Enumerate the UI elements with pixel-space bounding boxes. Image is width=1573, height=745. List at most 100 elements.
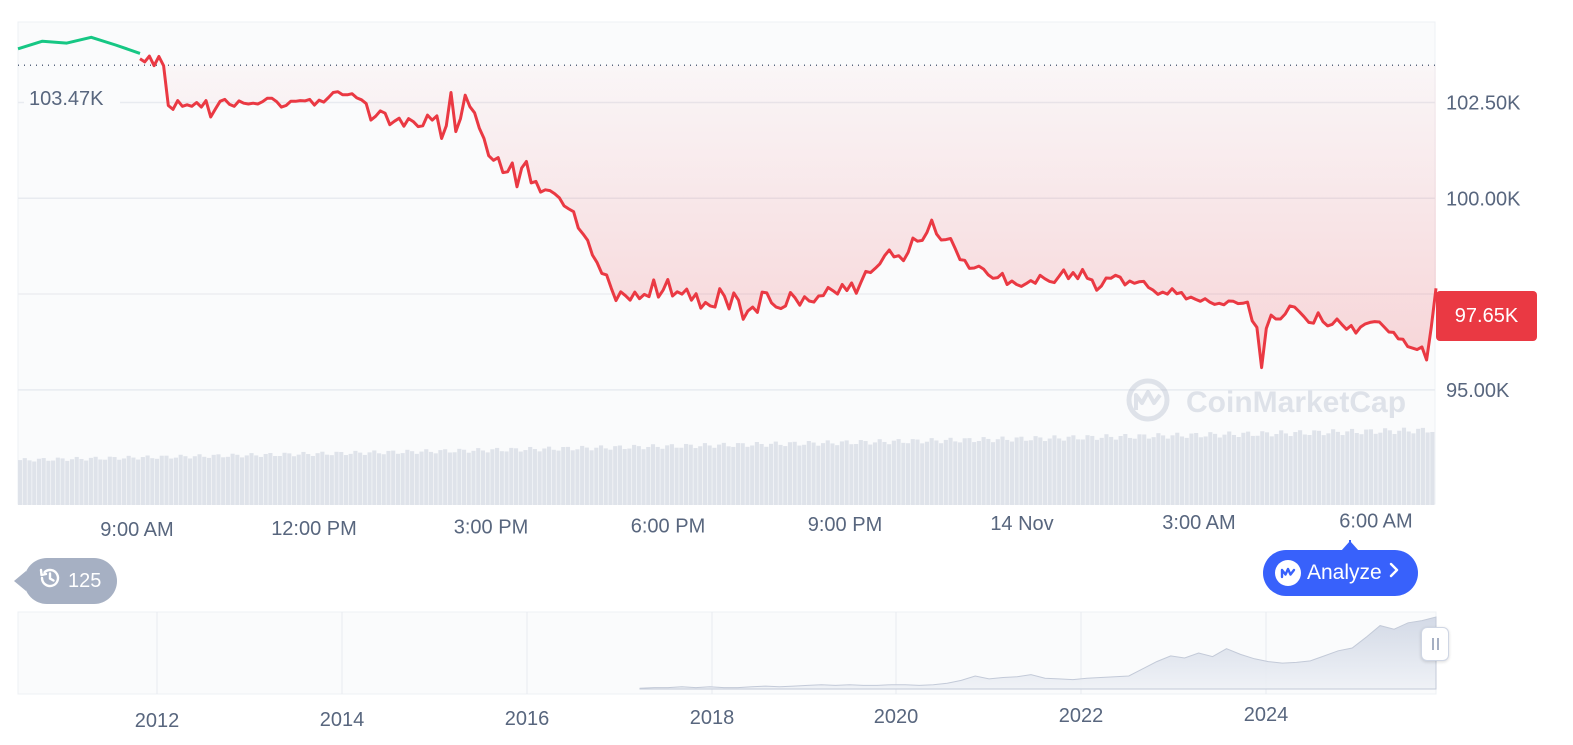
- volume-bar: [976, 440, 981, 505]
- volume-bar: [688, 444, 693, 505]
- volume-bar: [603, 448, 608, 505]
- volume-bar: [523, 450, 528, 505]
- volume-bar: [452, 452, 457, 505]
- volume-bar: [381, 454, 386, 505]
- volume-bar: [1227, 431, 1232, 505]
- volume-bar: [1033, 436, 1038, 505]
- volume-bar: [291, 456, 297, 505]
- volume-bar: [1137, 434, 1142, 505]
- volume-bar: [376, 453, 382, 505]
- volume-bar: [1264, 432, 1270, 505]
- volume-bar: [1406, 431, 1411, 505]
- volume-bar: [1090, 435, 1095, 505]
- volume-bar: [1335, 431, 1340, 505]
- volume-bar: [334, 451, 339, 505]
- x-tick-label: 14 Nov: [990, 513, 1053, 535]
- volume-bar: [589, 450, 594, 505]
- volume-bar: [301, 451, 306, 505]
- volume-bar: [367, 452, 372, 505]
- volume-bar: [225, 456, 230, 505]
- volume-bar: [943, 439, 948, 505]
- volume-bar: [263, 453, 268, 505]
- y-axis: 102.50K 100.00K 95.00K: [1446, 92, 1521, 401]
- volume-bar: [140, 457, 145, 505]
- volume-bar: [310, 455, 315, 505]
- volume-bar: [69, 459, 75, 505]
- volume-bar: [693, 448, 698, 505]
- coinmarketcap-logo-icon: [1126, 378, 1170, 422]
- volume-bar: [598, 445, 604, 505]
- x-tick-label: 6:00 PM: [631, 515, 705, 537]
- volume-bar: [480, 450, 486, 505]
- volume-bar: [466, 452, 471, 505]
- volume-bar: [896, 439, 901, 505]
- volume-bar: [1246, 431, 1251, 505]
- open-price-label: 103.47K: [29, 88, 104, 110]
- volume-bar: [145, 455, 150, 505]
- volume-bar: [986, 438, 991, 505]
- brush-handle[interactable]: [1421, 627, 1449, 661]
- volume-bar: [957, 442, 963, 505]
- volume-bar: [154, 458, 160, 505]
- volume-bar: [461, 449, 467, 505]
- volume-bar: [622, 449, 627, 505]
- volume-bar: [1401, 427, 1407, 505]
- volume-bar: [277, 455, 282, 505]
- volume-bar: [1222, 434, 1227, 505]
- volume-bar: [1047, 438, 1052, 505]
- volume-bar: [698, 446, 703, 505]
- volume-bar: [221, 457, 226, 505]
- volume-bar: [273, 456, 278, 505]
- volume-bar: [112, 457, 117, 505]
- history-icon: [38, 566, 62, 596]
- volume-bar: [32, 461, 37, 505]
- volume-bar: [438, 450, 443, 505]
- volume-bar: [636, 446, 641, 505]
- volume-bar: [1213, 433, 1218, 505]
- volume-bar: [136, 459, 141, 505]
- volume-bar: [1283, 433, 1288, 505]
- volume-bar: [665, 445, 670, 505]
- volume-bar: [773, 441, 778, 505]
- volume-bar: [1279, 430, 1284, 505]
- volume-bar: [948, 437, 953, 505]
- volume-bar: [490, 449, 495, 505]
- volume-bar: [192, 456, 197, 505]
- grip-bar-right: [1436, 638, 1439, 650]
- volume-bar: [674, 447, 679, 505]
- open-price-label-bg: [24, 83, 120, 111]
- volume-bar: [650, 444, 656, 505]
- history-badge[interactable]: 125: [13, 558, 118, 604]
- volume-bar: [1217, 437, 1222, 505]
- volume-bar: [169, 458, 174, 505]
- coinmarketcap-watermark: CoinMarketCap: [1126, 378, 1406, 422]
- volume-bar: [575, 449, 580, 505]
- volume-bar: [509, 447, 514, 505]
- volume-bar: [400, 453, 405, 505]
- volume-bar: [1364, 429, 1369, 505]
- volume-bar: [627, 448, 632, 505]
- volume-bar: [669, 444, 674, 505]
- volume-bar: [41, 458, 46, 505]
- volume-bar: [1109, 436, 1114, 505]
- x-tick-label: 9:00 PM: [808, 514, 882, 536]
- volume-bar: [802, 444, 807, 505]
- grip-bar-left: [1431, 638, 1434, 650]
- volume-bar: [1203, 436, 1208, 505]
- volume-bar: [991, 442, 996, 505]
- volume-bar: [65, 460, 70, 505]
- volume-bar: [1094, 439, 1100, 505]
- volume-bar: [1430, 431, 1435, 505]
- volume-bar: [1085, 435, 1090, 505]
- volume-bar: [244, 455, 249, 505]
- volume-bar: [1368, 429, 1373, 505]
- volume-bar: [712, 447, 717, 505]
- x-tick-label: 12:00 PM: [271, 518, 357, 540]
- volume-bar: [1316, 430, 1322, 505]
- volume-bar: [617, 445, 622, 505]
- volume-bar: [46, 460, 51, 505]
- volume-bar: [258, 456, 264, 505]
- volume-bar: [702, 443, 708, 505]
- analyze-button[interactable]: Analyze: [1263, 541, 1418, 596]
